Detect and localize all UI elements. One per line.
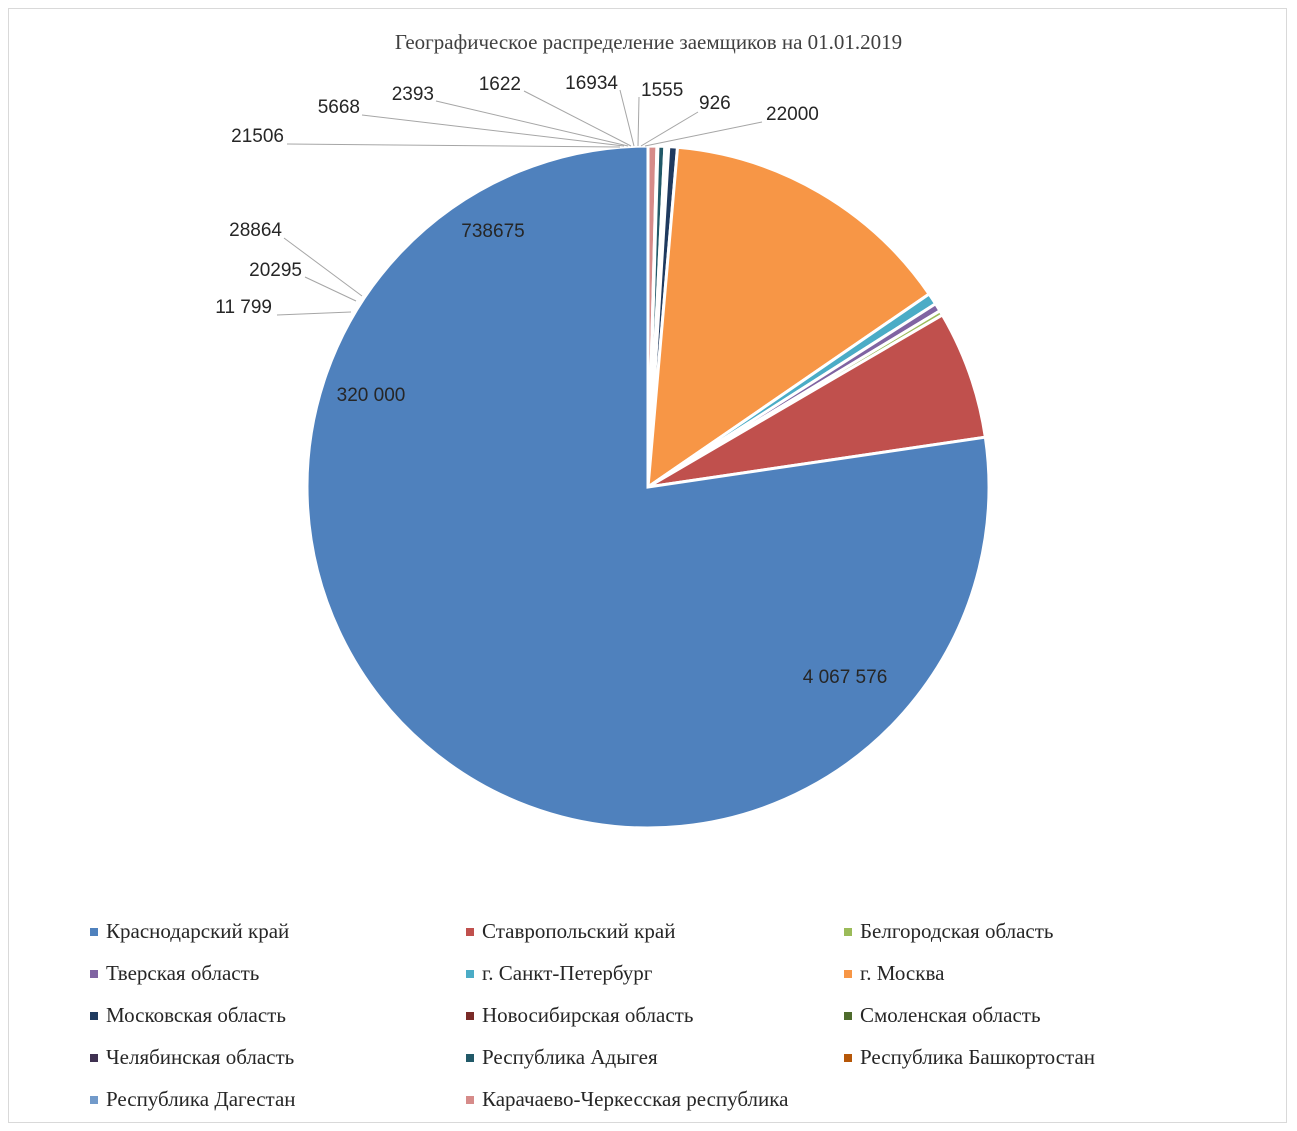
legend-swatch bbox=[844, 969, 852, 978]
legend-label: Белгородская область bbox=[860, 919, 1054, 943]
data-label: 2393 bbox=[392, 84, 434, 105]
data-label: 4 067 576 bbox=[803, 667, 888, 688]
legend-item: Республика Адыгея bbox=[466, 1044, 844, 1071]
legend-label: Республика Башкортостан bbox=[860, 1045, 1096, 1069]
legend-label: Челябинская область bbox=[106, 1045, 295, 1069]
legend-label: Ставропольский край bbox=[482, 919, 676, 943]
data-label: 16934 bbox=[565, 73, 618, 94]
leader-line bbox=[619, 89, 635, 147]
legend-item: Челябинская область bbox=[90, 1044, 466, 1071]
legend-item: Московская область bbox=[90, 1002, 466, 1029]
legend-item: г. Санкт-Петербург bbox=[466, 960, 844, 987]
leader-line bbox=[276, 311, 352, 316]
legend-item: Краснодарский край bbox=[90, 918, 466, 945]
legend-item: Тверская область bbox=[90, 960, 466, 987]
pie-slice bbox=[647, 312, 988, 489]
legend-swatch bbox=[90, 1095, 98, 1104]
data-label: 28864 bbox=[229, 220, 282, 241]
legend-swatch bbox=[844, 1011, 852, 1020]
legend-item: Смоленская область bbox=[844, 1002, 1240, 1029]
leader-line bbox=[304, 276, 357, 302]
legend-label: Новосибирская область bbox=[482, 1003, 694, 1027]
legend-swatch bbox=[90, 1053, 98, 1062]
data-label: 22000 bbox=[766, 104, 819, 125]
legend-swatch bbox=[844, 927, 852, 936]
legend-swatch bbox=[466, 1095, 474, 1104]
legend-swatch bbox=[844, 1053, 852, 1062]
legend-label: Краснодарский край bbox=[106, 919, 290, 943]
data-label: 5668 bbox=[318, 97, 360, 118]
legend-swatch bbox=[466, 969, 474, 978]
legend-label: Республика Дагестан bbox=[106, 1087, 296, 1111]
leader-line bbox=[286, 143, 621, 148]
leader-line bbox=[523, 90, 632, 147]
data-label: 21506 bbox=[231, 126, 284, 147]
leader-line bbox=[435, 100, 629, 147]
legend-label: Тверская область bbox=[106, 961, 260, 985]
leader-line bbox=[361, 114, 625, 147]
legend-label: Смоленская область bbox=[860, 1003, 1041, 1027]
legend-label: г. Москва bbox=[860, 961, 945, 985]
legend-item: Республика Башкортостан bbox=[844, 1044, 1240, 1071]
legend-swatch bbox=[90, 927, 98, 936]
data-label: 1622 bbox=[479, 74, 521, 95]
data-label: 11 799 bbox=[215, 297, 272, 318]
pie-slice bbox=[305, 144, 991, 830]
pie-slice bbox=[646, 145, 932, 491]
legend-swatch bbox=[466, 1011, 474, 1020]
data-label: 738675 bbox=[461, 221, 524, 242]
legend-item: Карачаево-Черкесская республика bbox=[466, 1086, 844, 1113]
data-label: 1555 bbox=[641, 80, 683, 101]
data-label: 20295 bbox=[249, 260, 302, 281]
legend-label: г. Санкт-Петербург bbox=[482, 961, 653, 985]
legend-item: Новосибирская область bbox=[466, 1002, 844, 1029]
legend-item: Ставропольский край bbox=[466, 918, 844, 945]
data-label: 320 000 bbox=[337, 385, 406, 406]
legend-item: Белгородская область bbox=[844, 918, 1240, 945]
leader-line bbox=[283, 237, 363, 297]
leader-line bbox=[637, 96, 640, 147]
legend-label: Республика Адыгея bbox=[482, 1045, 658, 1069]
legend-label: Карачаево-Черкесская республика bbox=[482, 1087, 789, 1111]
chart-title: Географическое распределение заемщиков н… bbox=[394, 30, 903, 54]
data-label: 926 bbox=[699, 93, 731, 114]
legend-swatch bbox=[90, 1011, 98, 1020]
chart-legend: Краснодарский край Ставропольский край Бел… bbox=[90, 918, 1240, 1113]
legend-item: г. Москва bbox=[844, 960, 1240, 987]
legend-swatch bbox=[90, 969, 98, 978]
leader-line bbox=[640, 111, 699, 147]
legend-label: Московская область bbox=[106, 1003, 286, 1027]
leader-line bbox=[644, 121, 763, 147]
legend-swatch bbox=[466, 1053, 474, 1062]
legend-item: Республика Дагестан bbox=[90, 1086, 466, 1113]
legend-swatch bbox=[466, 927, 474, 936]
